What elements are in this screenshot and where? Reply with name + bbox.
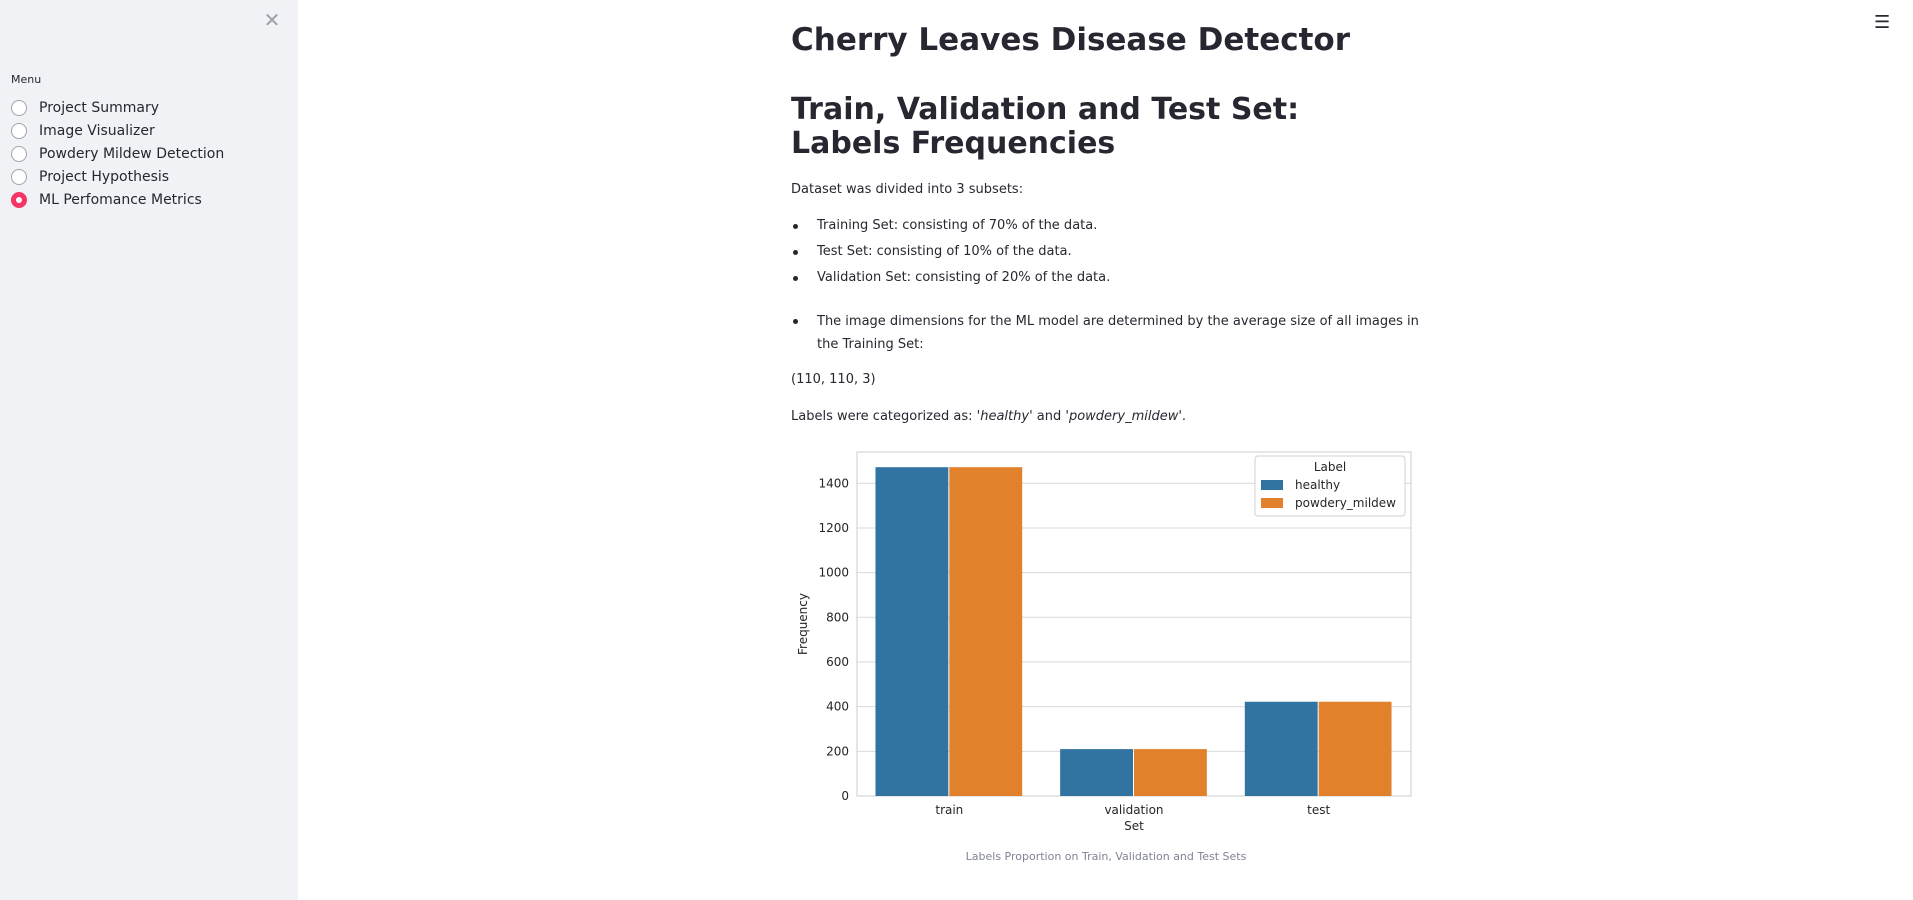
y-axis-label: Frequency [796,593,810,655]
radio-button-selected-icon[interactable] [11,191,27,208]
list-item: The image dimensions for the ML model ar… [791,310,1421,356]
bar-chart: 0 200 400 600 800 1000 1200 1400 train validation… [796,451,1412,833]
legend-label: powdery_mildew [1295,496,1396,510]
x-tick-label: validation [1104,803,1163,817]
bar-powdery-mildew-test [1318,701,1392,796]
radio-button-icon[interactable] [11,122,27,139]
list-item: Validation Set: consisting of 20% of the… [791,268,1110,294]
image-dims-value: (110, 110, 3) [791,372,876,387]
y-tick-label: 0 [841,789,849,803]
menu-item-label: ML Perfomance Metrics [39,191,202,208]
bar-healthy-test [1244,701,1318,796]
y-tick-label: 400 [826,700,849,714]
menu-label: Menu [11,73,42,86]
labels-frequency-chart: 0 200 400 600 800 1000 1200 1400 train validation… [791,448,1421,838]
y-tick-label: 1000 [818,566,849,580]
menu-item-image-visualizer[interactable]: Image Visualizer [11,119,224,142]
menu-item-project-hypothesis[interactable]: Project Hypothesis [11,165,224,188]
menu-item-ml-performance-metrics[interactable]: ML Perfomance Metrics [11,188,224,211]
bar-healthy-train [875,467,949,796]
page-title: Cherry Leaves Disease Detector [791,22,1350,58]
menu-item-label: Project Summary [39,99,160,116]
label-powdery-mildew: powdery_mildew [1068,409,1179,424]
x-tick-label: test [1307,803,1330,817]
radio-button-icon[interactable] [11,99,27,116]
bar-healthy-validation [1060,749,1133,796]
image-dims-list: The image dimensions for the ML model ar… [791,310,1421,356]
radio-button-icon[interactable] [11,168,27,185]
menu-item-label: Project Hypothesis [39,168,170,185]
menu-radio-group: Project Summary Image Visualizer Powdery… [11,96,224,211]
hamburger-menu-icon[interactable]: ☰ [1874,12,1891,33]
x-axis-label: Set [1124,819,1144,833]
list-item: Training Set: consisting of 70% of the d… [791,216,1110,242]
menu-item-label: Powdery Mildew Detection [39,145,225,162]
sidebar: ✕ Menu Project Summary Image Visualizer … [0,0,298,900]
radio-button-icon[interactable] [11,145,27,162]
close-icon[interactable]: ✕ [263,8,281,32]
menu-item-powdery-mildew-detection[interactable]: Powdery Mildew Detection [11,142,224,165]
legend-title: Label [1314,460,1346,474]
y-tick-label: 1400 [818,476,849,490]
bar-powdery-mildew-train [949,467,1023,796]
labels-text: Labels were categorized as: 'healthy' an… [791,409,1187,424]
y-tick-label: 1200 [818,521,849,535]
legend-label: healthy [1295,478,1340,492]
y-tick-label: 200 [826,744,849,758]
menu-item-label: Image Visualizer [39,122,155,139]
y-tick-label: 600 [826,655,849,669]
label-healthy: healthy [980,409,1030,424]
x-tick-label: train [935,803,963,817]
subset-list: Training Set: consisting of 70% of the d… [791,216,1110,294]
bar-powdery-mildew-validation [1134,749,1207,796]
legend-swatch-powdery-mildew [1261,498,1283,508]
y-tick-label: 800 [826,610,849,624]
section-title: Train, Validation and Test Set: Labels F… [791,92,1300,161]
intro-text: Dataset was divided into 3 subsets: [791,182,1024,197]
legend-box [1254,455,1406,517]
list-item: Test Set: consisting of 10% of the data. [791,242,1110,268]
chart-caption: Labels Proportion on Train, Validation a… [965,850,1247,863]
legend-swatch-healthy [1261,480,1283,490]
menu-item-project-summary[interactable]: Project Summary [11,96,224,119]
